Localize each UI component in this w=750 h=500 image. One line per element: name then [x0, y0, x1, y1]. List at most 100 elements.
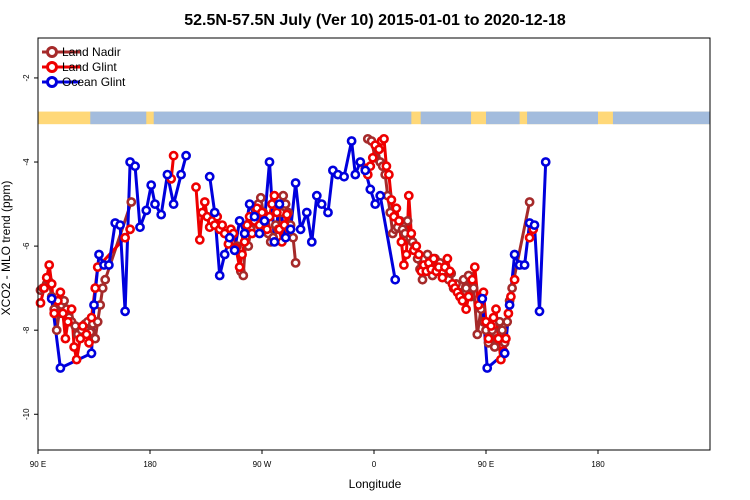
point-land-glint-3-12 — [391, 203, 402, 214]
point-land-nadir-2-51 — [497, 325, 508, 336]
series-line-ocean-glint-0 — [50, 155, 188, 370]
plot-frame — [37, 37, 711, 451]
x-tick-label-4: 90 E — [478, 460, 494, 469]
point-land-glint-3-13 — [393, 215, 404, 226]
point-ocean-glint-0-6 — [104, 260, 114, 270]
point-land-glint-0-2 — [41, 272, 52, 283]
point-ocean-glint-1-1 — [209, 207, 220, 218]
point-land-glint-3-7 — [379, 133, 389, 144]
land-band-ocean-4 — [527, 111, 598, 125]
point-ocean-glint-1-32 — [370, 199, 381, 209]
point-ocean-glint-1-34 — [390, 274, 401, 285]
point-ocean-glint-0-4 — [94, 249, 104, 260]
series-points — [35, 133, 551, 373]
point-land-glint-0-10 — [63, 316, 73, 327]
point-ocean-glint-0-17 — [162, 169, 173, 180]
point-land-nadir-2-42 — [472, 329, 483, 340]
point-land-nadir-2-38 — [461, 283, 471, 293]
point-land-glint-3-55 — [503, 308, 514, 319]
point-land-glint-3-14 — [396, 236, 407, 247]
point-ocean-glint-2-3 — [504, 300, 515, 310]
point-land-nadir-2-53 — [502, 316, 513, 327]
point-land-nadir-2-21 — [417, 274, 428, 285]
point-ocean-glint-1-2 — [214, 270, 225, 281]
point-land-glint-2-35 — [281, 209, 292, 220]
point-land-glint-3-27 — [428, 253, 439, 264]
series-lines — [39, 137, 548, 370]
point-land-glint-3-17 — [403, 190, 414, 201]
point-land-glint-3-18 — [406, 228, 417, 239]
point-ocean-glint-0-18 — [168, 199, 179, 209]
point-ocean-glint-1-8 — [244, 199, 255, 209]
point-land-nadir-2-23 — [422, 249, 433, 260]
point-land-glint-3-54 — [500, 333, 511, 344]
point-land-nadir-1-2 — [238, 270, 249, 281]
point-land-nadir-0-25 — [126, 197, 137, 207]
land-band — [38, 111, 710, 125]
point-land-glint-2-31 — [271, 207, 282, 218]
point-land-glint-0-15 — [77, 321, 88, 331]
point-ocean-glint-1-20 — [306, 236, 317, 247]
point-ocean-glint-1-21 — [311, 190, 322, 201]
point-land-nadir-1-23 — [290, 257, 301, 268]
point-land-glint-2-16 — [234, 262, 245, 272]
point-ocean-glint-0-0 — [46, 293, 57, 304]
point-land-glint-0-3 — [44, 260, 55, 270]
point-land-nadir-0-23 — [97, 283, 108, 293]
point-land-glint-3-16 — [401, 249, 412, 260]
point-land-glint-0-12 — [69, 342, 79, 352]
point-land-glint-2-19 — [242, 220, 252, 230]
x-tick-label-1: 180 — [143, 460, 157, 469]
point-land-glint-2-27 — [262, 224, 272, 235]
point-land-nadir-2-41 — [468, 283, 479, 293]
y-tick-label-1: -8 — [22, 326, 31, 334]
point-land-glint-3-41 — [467, 274, 478, 285]
land-band-ocean-5 — [612, 111, 710, 125]
point-ocean-glint-0-8 — [115, 220, 125, 230]
point-land-nadir-2-56 — [524, 197, 535, 207]
point-ocean-glint-1-11 — [259, 215, 270, 226]
point-ocean-glint-1-13 — [269, 236, 280, 247]
land-band-ocean-3 — [486, 111, 520, 125]
point-land-glint-2-18 — [239, 236, 250, 247]
point-land-glint-2-10 — [217, 220, 228, 230]
point-land-glint-0-13 — [71, 354, 82, 365]
point-ocean-glint-1-28 — [350, 169, 361, 180]
point-ocean-glint-1-10 — [254, 228, 265, 239]
point-land-nadir-2-48 — [489, 342, 500, 352]
point-ocean-glint-2-6 — [519, 260, 530, 270]
point-land-glint-0-4 — [46, 278, 57, 289]
point-land-glint-0-11 — [66, 304, 77, 315]
point-land-glint-2-1 — [194, 234, 205, 245]
point-land-glint-3-40 — [463, 291, 474, 302]
point-ocean-glint-1-15 — [280, 232, 291, 243]
point-ocean-glint-1-22 — [316, 199, 327, 209]
point-ocean-glint-2-9 — [534, 306, 545, 317]
point-land-glint-3-51 — [493, 333, 504, 344]
point-land-nadir-0-21 — [92, 316, 103, 327]
y-ticks: -10 -8 -6 -4 -2 — [22, 74, 38, 420]
point-land-nadir-1-9 — [255, 192, 266, 203]
point-ocean-glint-2-2 — [499, 348, 510, 359]
land-band-ocean-2 — [420, 111, 472, 125]
point-land-glint-3-10 — [386, 194, 397, 205]
point-land-glint-3-42 — [469, 262, 480, 272]
point-ocean-glint-1-31 — [365, 184, 376, 195]
point-ocean-glint-0-19 — [176, 169, 186, 180]
point-ocean-glint-0-15 — [150, 199, 160, 209]
legend-label-land-glint: Land Glint — [62, 60, 117, 74]
point-land-glint-3-50 — [491, 304, 501, 315]
point-ocean-glint-1-7 — [239, 228, 250, 239]
point-ocean-glint-2-4 — [509, 249, 520, 260]
point-land-glint-4-0 — [524, 232, 535, 243]
point-ocean-glint-1-17 — [290, 178, 301, 188]
point-land-nadir-0-24 — [100, 274, 111, 285]
point-land-nadir-0-6 — [51, 325, 62, 336]
point-land-glint-0-9 — [60, 333, 71, 344]
point-ocean-glint-1-0 — [204, 171, 215, 182]
point-ocean-glint-1-30 — [360, 165, 371, 176]
point-ocean-glint-1-4 — [224, 232, 235, 243]
point-ocean-glint-1-5 — [229, 245, 240, 256]
point-land-glint-0-19 — [90, 283, 101, 293]
